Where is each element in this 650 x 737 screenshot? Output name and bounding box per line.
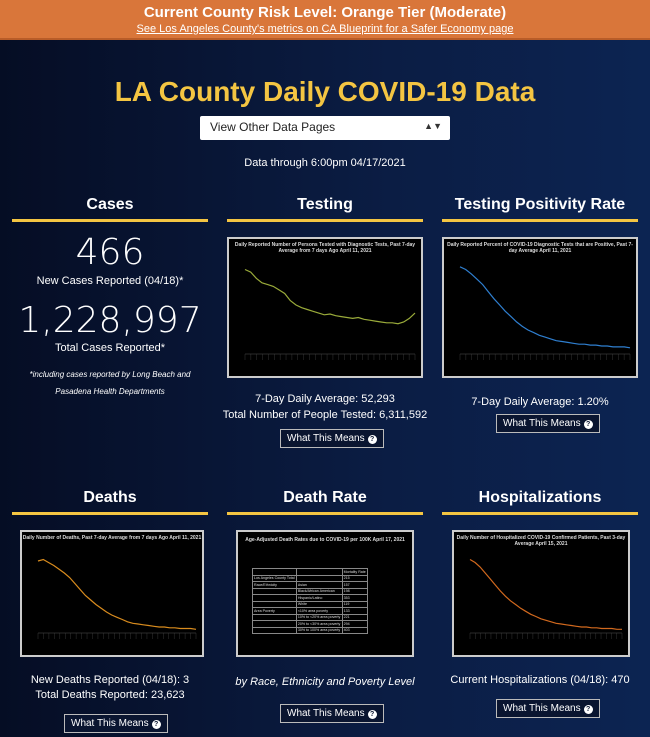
table-row: Race/Ethnicity Asian 157 bbox=[252, 581, 369, 589]
positivity-chart-plot bbox=[459, 266, 631, 360]
table-cell bbox=[252, 587, 297, 595]
hospitalizations-divider bbox=[442, 512, 638, 515]
hospitalizations-series-line bbox=[469, 558, 622, 630]
table-cell: Mortality Rate bbox=[341, 568, 369, 576]
death-rate-heading: Death Rate bbox=[283, 489, 367, 506]
testing-chart-title: Daily Reported Number of Persons Tested … bbox=[234, 242, 416, 254]
positivity-divider bbox=[442, 219, 638, 222]
testing-chart[interactable]: Daily Reported Number of Persons Tested … bbox=[227, 237, 423, 378]
data-pages-select[interactable]: View Other Data Pages ▲▼ bbox=[200, 116, 450, 140]
table-row: White 119 bbox=[252, 600, 369, 608]
testing-what-this-means-button[interactable]: What This Means? bbox=[280, 429, 384, 448]
table-cell bbox=[252, 620, 297, 628]
table-cell: Race/Ethnicity bbox=[252, 581, 297, 589]
table-cell: Los Angeles County Total bbox=[252, 574, 297, 582]
new-cases-value: 466 bbox=[75, 232, 145, 273]
positivity-chart-title: Daily Reported Percent of COVID-19 Diagn… bbox=[447, 242, 633, 254]
testing-chart-plot bbox=[244, 268, 416, 360]
death-rate-caption: by Race, Ethnicity and Poverty Level bbox=[235, 676, 415, 688]
deaths-series-line bbox=[37, 558, 197, 630]
cases-heading: Cases bbox=[86, 196, 134, 213]
table-cell: Area Poverty bbox=[252, 607, 297, 615]
deaths-heading: Deaths bbox=[83, 489, 137, 506]
table-cell bbox=[252, 626, 297, 634]
table-cell: 221 bbox=[341, 613, 369, 621]
deaths-chart[interactable]: Daily Number of Deaths, Past 7-day Avera… bbox=[20, 530, 204, 657]
positivity-chart[interactable]: Daily Reported Percent of COVID-19 Diagn… bbox=[442, 237, 638, 378]
deaths-divider bbox=[12, 512, 208, 515]
risk-level-text: Current County Risk Level: Orange Tier (… bbox=[143, 4, 507, 21]
positivity-what-this-means-button[interactable]: What This Means? bbox=[496, 414, 600, 433]
table-cell: 30% to 100% area poverty bbox=[295, 626, 343, 634]
question-icon: ? bbox=[583, 705, 593, 714]
table-row: Los Angeles County Total 215 bbox=[252, 574, 369, 582]
question-icon: ? bbox=[583, 420, 593, 429]
hospitalizations-chart-title: Daily Number of Hospitalized COVID-19 Co… bbox=[456, 535, 626, 547]
cases-divider bbox=[12, 219, 208, 222]
testing-total: Total Number of People Tested: 6,311,592 bbox=[222, 409, 428, 421]
total-cases-value: 1,228,997 bbox=[18, 300, 202, 341]
positivity-heading: Testing Positivity Rate bbox=[454, 196, 626, 213]
hospitalizations-current: Current Hospitalizations (04/18): 470 bbox=[450, 674, 630, 686]
question-icon: ? bbox=[367, 710, 377, 719]
blueprint-link[interactable]: See Los Angeles County's metrics on CA B… bbox=[136, 23, 514, 35]
positivity-average: 7-Day Daily Average: 1.20% bbox=[471, 396, 609, 408]
hospitalizations-chart[interactable]: Daily Number of Hospitalized COVID-19 Co… bbox=[452, 530, 630, 657]
table-cell: 215 bbox=[341, 574, 369, 582]
positivity-series-line bbox=[459, 266, 631, 349]
button-label: What This Means bbox=[503, 703, 581, 714]
death-rate-chart-title: Age-Adjusted Death Rates due to COVID-19… bbox=[245, 537, 405, 543]
table-cell bbox=[252, 594, 297, 602]
table-cell: 353 bbox=[341, 594, 369, 602]
button-label: What This Means bbox=[71, 718, 149, 729]
testing-divider bbox=[227, 219, 423, 222]
testing-average: 7-Day Daily Average: 52,293 bbox=[255, 393, 395, 405]
hospitalizations-chart-plot bbox=[469, 558, 623, 639]
deaths-chart-title: Daily Number of Deaths, Past 7-day Avera… bbox=[22, 535, 202, 541]
data-through-text: Data through 6:00pm 04/17/2021 bbox=[244, 157, 406, 169]
deaths-what-this-means-button[interactable]: What This Means? bbox=[64, 714, 168, 733]
risk-banner: Current County Risk Level: Orange Tier (… bbox=[0, 0, 650, 40]
table-row: 20% to <30% area poverty 294 bbox=[252, 620, 369, 628]
page-title: LA County Daily COVID-19 Data bbox=[114, 76, 536, 107]
deaths-chart-plot bbox=[37, 558, 197, 639]
table-cell: 157 bbox=[341, 581, 369, 589]
new-cases-label: New Cases Reported (04/18)* bbox=[36, 275, 184, 287]
table-cell: 198 bbox=[341, 587, 369, 595]
main-content: LA County Daily COVID-19 Data View Other… bbox=[0, 40, 650, 737]
table-row: 10% to <20% area poverty 221 bbox=[252, 613, 369, 621]
button-label: What This Means bbox=[287, 433, 365, 444]
cases-footnote: *including cases reported by Long Beach … bbox=[29, 370, 191, 396]
table-row: Area Poverty <10% area poverty 133 bbox=[252, 607, 369, 615]
mortality-table: Mortality Rate Los Angeles County Total 2… bbox=[252, 568, 369, 634]
table-cell: 403 bbox=[341, 626, 369, 634]
select-value: View Other Data Pages bbox=[210, 120, 336, 134]
death-rate-what-this-means-button[interactable]: What This Means? bbox=[280, 704, 384, 723]
table-cell: 119 bbox=[341, 600, 369, 608]
hospitalizations-what-this-means-button[interactable]: What This Means? bbox=[496, 699, 600, 718]
table-cell: 294 bbox=[341, 620, 369, 628]
deaths-total: Total Deaths Reported: 23,623 bbox=[35, 689, 185, 701]
total-cases-label: Total Cases Reported* bbox=[54, 342, 166, 354]
death-rate-divider bbox=[227, 512, 423, 515]
table-row: Black/African American 198 bbox=[252, 587, 369, 595]
button-label: What This Means bbox=[287, 708, 365, 719]
table-cell bbox=[252, 613, 297, 621]
death-rate-table-image[interactable]: Age-Adjusted Death Rates due to COVID-19… bbox=[236, 530, 414, 657]
table-row: 30% to 100% area poverty 403 bbox=[252, 626, 369, 634]
testing-series-line bbox=[244, 268, 416, 325]
table-cell: 133 bbox=[341, 607, 369, 615]
hospitalizations-heading: Hospitalizations bbox=[478, 489, 602, 506]
table-row: Hispanic/Latino 353 bbox=[252, 594, 369, 602]
question-icon: ? bbox=[367, 435, 377, 444]
table-cell bbox=[252, 600, 297, 608]
deaths-new: New Deaths Reported (04/18): 3 bbox=[30, 674, 190, 686]
button-label: What This Means bbox=[503, 418, 581, 429]
select-arrows-icon: ▲▼ bbox=[424, 121, 442, 131]
table-cell bbox=[252, 568, 297, 576]
question-icon: ? bbox=[151, 720, 161, 729]
table-header-row: Mortality Rate bbox=[252, 568, 369, 576]
testing-heading: Testing bbox=[297, 196, 353, 213]
